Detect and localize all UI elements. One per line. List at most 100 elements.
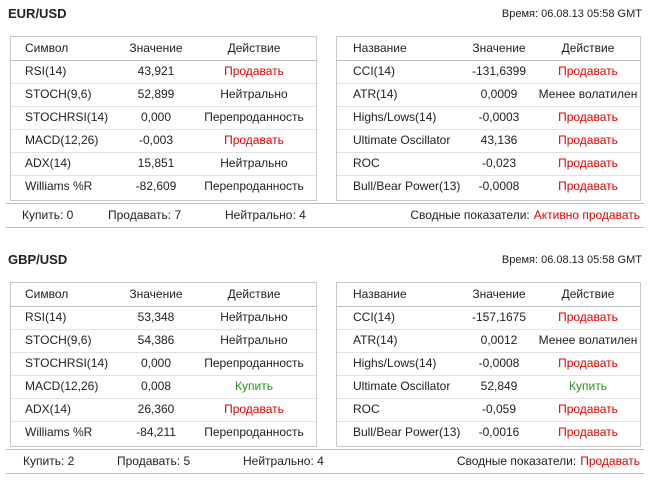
footer-bottom-line	[6, 227, 644, 228]
column-header: Значение	[129, 287, 183, 301]
column-header: Значение	[472, 41, 526, 55]
row-divider	[337, 329, 640, 330]
indicator-name: Ultimate Oscillator	[353, 133, 451, 147]
indicator-action: Продавать	[558, 425, 618, 439]
footer-bottom-line	[6, 473, 644, 474]
indicator-name: Highs/Lows(14)	[353, 110, 437, 124]
buy-count: Купить: 2	[23, 454, 75, 468]
column-header: Значение	[129, 41, 183, 55]
indicator-name: MACD(12,26)	[25, 379, 99, 393]
indicator-name: RSI(14)	[25, 310, 67, 324]
column-header: Символ	[25, 287, 69, 301]
row-divider	[337, 152, 640, 153]
indicator-name: ATR(14)	[353, 87, 398, 101]
section-time: Время: 06.08.13 05:58 GMT	[501, 254, 642, 266]
indicator-name: Bull/Bear Power(13)	[353, 425, 461, 439]
row-divider	[337, 129, 640, 130]
footer-top-line	[6, 203, 644, 204]
header-divider	[337, 60, 640, 61]
indicator-value: -131,6399	[471, 64, 527, 78]
indicator-value: 26,360	[137, 402, 175, 416]
indicator-name: STOCH(9,6)	[25, 87, 92, 101]
indicator-name: Williams %R	[25, 179, 93, 193]
indicator-action: Нейтрально	[220, 87, 288, 101]
indicator-value: -0,023	[481, 156, 517, 170]
row-divider	[337, 375, 640, 376]
indicator-value: 15,851	[137, 156, 175, 170]
indicator-action: Перепроданность	[204, 425, 304, 439]
indicator-value: -0,059	[481, 402, 517, 416]
row-divider	[11, 421, 316, 422]
indicator-action: Нейтрально	[220, 156, 288, 170]
indicator-action: Продавать	[558, 133, 618, 147]
indicator-name: ADX(14)	[25, 156, 72, 170]
row-divider	[337, 106, 640, 107]
section-time: Время: 06.08.13 05:58 GMT	[501, 8, 642, 20]
indicator-name: Highs/Lows(14)	[353, 356, 437, 370]
summary-label: Сводные показатели:	[410, 208, 530, 222]
indicator-action: Продавать	[224, 64, 284, 78]
summary: Сводные показатели: Продавать	[457, 454, 640, 468]
indicator-name: STOCHRSI(14)	[25, 110, 109, 124]
indicator-action: Продавать	[558, 356, 618, 370]
neutral-count: Нейтрально: 4	[243, 454, 324, 468]
row-divider	[11, 106, 316, 107]
row-divider	[337, 398, 640, 399]
indicator-name: CCI(14)	[353, 64, 396, 78]
column-header: Действие	[561, 287, 615, 301]
header-divider	[337, 306, 640, 307]
column-header: Символ	[25, 41, 69, 55]
row-divider	[11, 175, 316, 176]
indicator-action: Продавать	[224, 402, 284, 416]
indicator-value: -0,0008	[478, 356, 520, 370]
indicator-name: RSI(14)	[25, 64, 67, 78]
indicator-action: Продавать	[558, 110, 618, 124]
indicator-name: Bull/Bear Power(13)	[353, 179, 461, 193]
indicator-name: Ultimate Oscillator	[353, 379, 451, 393]
neutral-count: Нейтрально: 4	[225, 208, 306, 222]
section-title: EUR/USD	[8, 6, 67, 21]
column-header: Значение	[472, 287, 526, 301]
indicator-action: Перепроданность	[204, 179, 304, 193]
indicator-action: Менее волатилен	[538, 87, 638, 101]
sell-count: Продавать: 5	[117, 454, 191, 468]
indicator-value: 43,136	[480, 133, 518, 147]
indicator-value: 0,000	[140, 356, 172, 370]
row-divider	[11, 129, 316, 130]
row-divider	[11, 329, 316, 330]
header-divider	[11, 306, 316, 307]
indicator-value: 0,0009	[480, 87, 518, 101]
buy-count: Купить: 0	[22, 208, 74, 222]
column-header: Действие	[227, 287, 281, 301]
indicator-action: Менее волатилен	[538, 333, 638, 347]
row-divider	[11, 83, 316, 84]
row-divider	[337, 175, 640, 176]
indicator-name: MACD(12,26)	[25, 133, 99, 147]
row-divider	[11, 352, 316, 353]
indicator-table: Название Значение Действие CCI(14) -131,6399…	[336, 36, 641, 201]
indicator-name: STOCHRSI(14)	[25, 356, 109, 370]
indicator-action: Продавать	[558, 64, 618, 78]
row-divider	[337, 83, 640, 84]
indicator-name: ROC	[353, 402, 380, 416]
indicator-action: Перепроданность	[204, 356, 304, 370]
summary-value: Продавать	[580, 454, 640, 468]
header-divider	[11, 60, 316, 61]
indicator-name: ROC	[353, 156, 380, 170]
indicator-action: Продавать	[558, 402, 618, 416]
row-divider	[11, 152, 316, 153]
indicator-value: -0,0016	[478, 425, 520, 439]
indicator-name: ADX(14)	[25, 402, 72, 416]
row-divider	[11, 398, 316, 399]
indicator-value: 0,0012	[480, 333, 518, 347]
indicator-value: -0,0008	[478, 179, 520, 193]
indicator-value: 54,386	[137, 333, 175, 347]
indicator-value: 53,348	[137, 310, 175, 324]
indicator-name: ATR(14)	[353, 333, 398, 347]
indicator-action: Нейтрально	[220, 310, 288, 324]
indicator-action: Продавать	[558, 179, 618, 193]
column-header: Название	[353, 41, 407, 55]
indicator-table: Символ Значение Действие RSI(14) 53,348 Нейтр…	[10, 282, 317, 447]
indicator-action: Купить	[235, 379, 273, 393]
indicator-value: -0,003	[138, 133, 174, 147]
